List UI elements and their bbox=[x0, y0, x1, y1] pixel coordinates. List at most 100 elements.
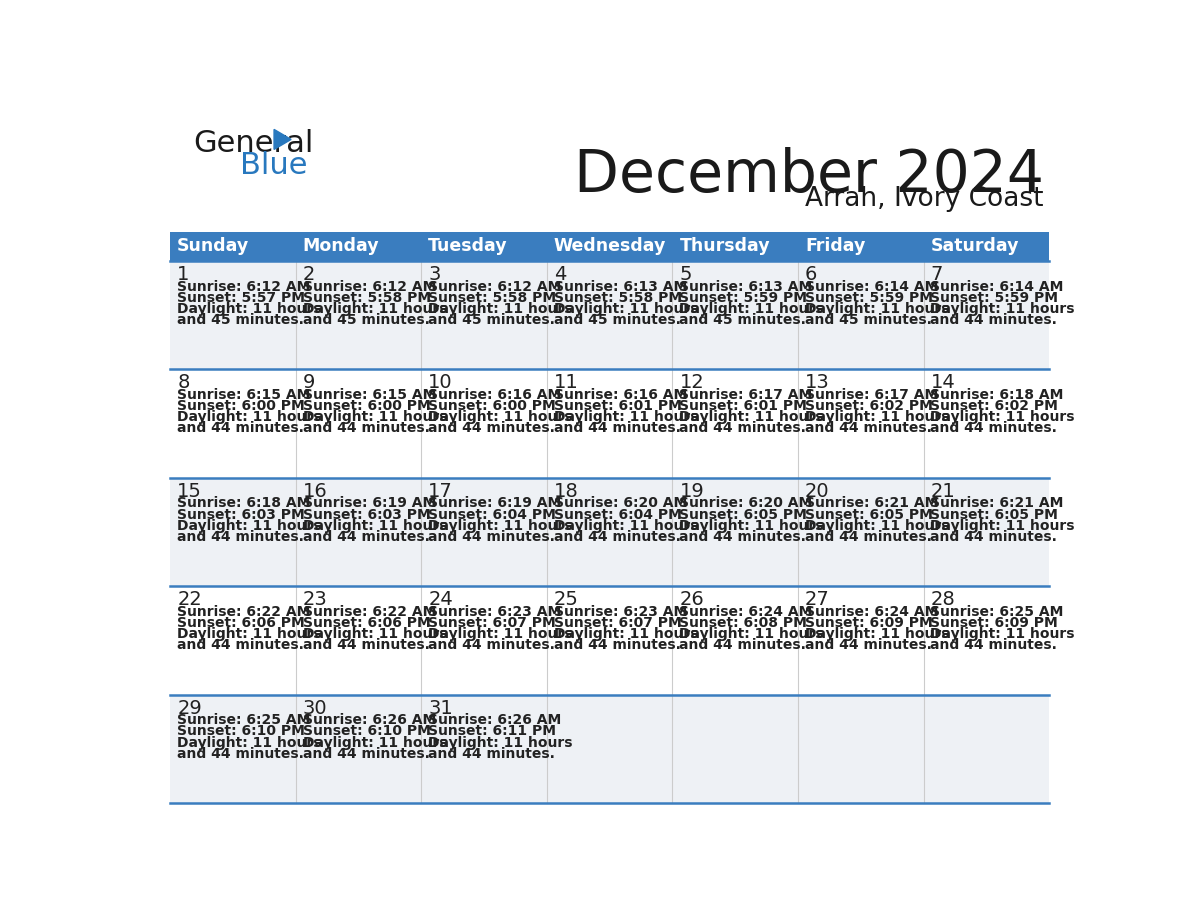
Text: Friday: Friday bbox=[805, 238, 865, 255]
Text: Sunrise: 6:13 AM: Sunrise: 6:13 AM bbox=[680, 280, 813, 294]
Text: Monday: Monday bbox=[303, 238, 379, 255]
Text: Sunset: 6:00 PM: Sunset: 6:00 PM bbox=[177, 399, 305, 413]
Text: Sunrise: 6:24 AM: Sunrise: 6:24 AM bbox=[680, 605, 813, 619]
Text: 29: 29 bbox=[177, 699, 202, 718]
Text: Daylight: 11 hours: Daylight: 11 hours bbox=[177, 735, 322, 750]
Text: Daylight: 11 hours: Daylight: 11 hours bbox=[554, 627, 699, 641]
Text: 15: 15 bbox=[177, 482, 202, 500]
Text: Sunset: 6:05 PM: Sunset: 6:05 PM bbox=[680, 508, 808, 521]
Bar bbox=[170, 695, 1049, 803]
Text: Daylight: 11 hours: Daylight: 11 hours bbox=[303, 410, 447, 424]
Text: and 44 minutes.: and 44 minutes. bbox=[554, 638, 681, 653]
Text: Sunrise: 6:18 AM: Sunrise: 6:18 AM bbox=[930, 388, 1063, 402]
Text: 14: 14 bbox=[930, 374, 955, 392]
Text: and 44 minutes.: and 44 minutes. bbox=[429, 746, 555, 761]
Text: Saturday: Saturday bbox=[930, 238, 1019, 255]
Text: and 44 minutes.: and 44 minutes. bbox=[303, 638, 430, 653]
Text: Sunrise: 6:24 AM: Sunrise: 6:24 AM bbox=[805, 605, 939, 619]
Text: Sunset: 5:58 PM: Sunset: 5:58 PM bbox=[429, 291, 556, 305]
Text: 5: 5 bbox=[680, 265, 691, 284]
Text: Sunset: 5:59 PM: Sunset: 5:59 PM bbox=[930, 291, 1059, 305]
Text: 26: 26 bbox=[680, 590, 704, 610]
Text: Sunrise: 6:16 AM: Sunrise: 6:16 AM bbox=[429, 388, 562, 402]
Text: Sunset: 6:07 PM: Sunset: 6:07 PM bbox=[429, 616, 556, 630]
Text: Daylight: 11 hours: Daylight: 11 hours bbox=[930, 302, 1075, 316]
Text: Sunrise: 6:17 AM: Sunrise: 6:17 AM bbox=[805, 388, 939, 402]
Text: Sunrise: 6:20 AM: Sunrise: 6:20 AM bbox=[680, 497, 813, 510]
Text: Sunrise: 6:16 AM: Sunrise: 6:16 AM bbox=[554, 388, 687, 402]
Text: Daylight: 11 hours: Daylight: 11 hours bbox=[429, 410, 573, 424]
Text: Daylight: 11 hours: Daylight: 11 hours bbox=[930, 519, 1075, 532]
Text: 20: 20 bbox=[805, 482, 829, 500]
Text: Sunrise: 6:19 AM: Sunrise: 6:19 AM bbox=[303, 497, 436, 510]
Text: and 44 minutes.: and 44 minutes. bbox=[429, 530, 555, 543]
Text: Sunset: 5:59 PM: Sunset: 5:59 PM bbox=[680, 291, 808, 305]
Text: Daylight: 11 hours: Daylight: 11 hours bbox=[303, 627, 447, 641]
Text: Tuesday: Tuesday bbox=[429, 238, 508, 255]
Text: 2: 2 bbox=[303, 265, 315, 284]
Bar bbox=[170, 587, 1049, 695]
Text: Sunset: 6:10 PM: Sunset: 6:10 PM bbox=[303, 724, 430, 738]
Text: Wednesday: Wednesday bbox=[554, 238, 666, 255]
Text: Sunset: 6:06 PM: Sunset: 6:06 PM bbox=[177, 616, 305, 630]
Text: and 44 minutes.: and 44 minutes. bbox=[930, 421, 1057, 435]
Text: and 45 minutes.: and 45 minutes. bbox=[554, 313, 681, 327]
Text: Daylight: 11 hours: Daylight: 11 hours bbox=[177, 410, 322, 424]
Text: Daylight: 11 hours: Daylight: 11 hours bbox=[680, 519, 823, 532]
Text: 13: 13 bbox=[805, 374, 829, 392]
Text: Sunset: 6:01 PM: Sunset: 6:01 PM bbox=[554, 399, 682, 413]
Text: and 44 minutes.: and 44 minutes. bbox=[930, 638, 1057, 653]
Text: and 45 minutes.: and 45 minutes. bbox=[177, 313, 304, 327]
Text: 3: 3 bbox=[429, 265, 441, 284]
Text: Sunrise: 6:20 AM: Sunrise: 6:20 AM bbox=[554, 497, 687, 510]
Text: Daylight: 11 hours: Daylight: 11 hours bbox=[429, 519, 573, 532]
Text: Daylight: 11 hours: Daylight: 11 hours bbox=[680, 302, 823, 316]
Text: Sunset: 6:08 PM: Sunset: 6:08 PM bbox=[680, 616, 808, 630]
Text: and 44 minutes.: and 44 minutes. bbox=[303, 421, 430, 435]
Text: Daylight: 11 hours: Daylight: 11 hours bbox=[303, 519, 447, 532]
Text: Sunset: 6:09 PM: Sunset: 6:09 PM bbox=[930, 616, 1059, 630]
Text: General: General bbox=[194, 129, 314, 159]
Text: 11: 11 bbox=[554, 374, 579, 392]
Text: Sunset: 6:00 PM: Sunset: 6:00 PM bbox=[303, 399, 430, 413]
Text: Sunrise: 6:22 AM: Sunrise: 6:22 AM bbox=[303, 605, 436, 619]
Text: and 44 minutes.: and 44 minutes. bbox=[177, 638, 304, 653]
Text: Sunset: 6:02 PM: Sunset: 6:02 PM bbox=[930, 399, 1059, 413]
Text: Sunset: 5:58 PM: Sunset: 5:58 PM bbox=[554, 291, 682, 305]
Text: 17: 17 bbox=[429, 482, 453, 500]
Text: 21: 21 bbox=[930, 482, 955, 500]
Text: Sunset: 6:04 PM: Sunset: 6:04 PM bbox=[554, 508, 682, 521]
Text: Sunrise: 6:14 AM: Sunrise: 6:14 AM bbox=[805, 280, 939, 294]
Text: Daylight: 11 hours: Daylight: 11 hours bbox=[554, 410, 699, 424]
Text: Daylight: 11 hours: Daylight: 11 hours bbox=[303, 735, 447, 750]
Text: and 44 minutes.: and 44 minutes. bbox=[930, 530, 1057, 543]
Text: Daylight: 11 hours: Daylight: 11 hours bbox=[554, 519, 699, 532]
Text: December 2024: December 2024 bbox=[574, 147, 1043, 204]
Text: 16: 16 bbox=[303, 482, 328, 500]
Text: Sunset: 5:58 PM: Sunset: 5:58 PM bbox=[303, 291, 431, 305]
Text: Daylight: 11 hours: Daylight: 11 hours bbox=[554, 302, 699, 316]
Text: Daylight: 11 hours: Daylight: 11 hours bbox=[805, 302, 949, 316]
Text: Sunrise: 6:13 AM: Sunrise: 6:13 AM bbox=[554, 280, 687, 294]
Text: Daylight: 11 hours: Daylight: 11 hours bbox=[805, 627, 949, 641]
Polygon shape bbox=[274, 129, 291, 150]
Text: Daylight: 11 hours: Daylight: 11 hours bbox=[303, 302, 447, 316]
Text: Sunset: 6:05 PM: Sunset: 6:05 PM bbox=[930, 508, 1059, 521]
Text: 23: 23 bbox=[303, 590, 328, 610]
Text: Sunset: 5:57 PM: Sunset: 5:57 PM bbox=[177, 291, 305, 305]
Text: Blue: Blue bbox=[240, 151, 308, 180]
Text: Sunset: 6:05 PM: Sunset: 6:05 PM bbox=[805, 508, 933, 521]
Text: Sunset: 6:01 PM: Sunset: 6:01 PM bbox=[680, 399, 808, 413]
Text: and 45 minutes.: and 45 minutes. bbox=[429, 313, 555, 327]
Text: Sunrise: 6:12 AM: Sunrise: 6:12 AM bbox=[177, 280, 310, 294]
Text: Sunrise: 6:15 AM: Sunrise: 6:15 AM bbox=[177, 388, 310, 402]
Text: Sunrise: 6:17 AM: Sunrise: 6:17 AM bbox=[680, 388, 813, 402]
Text: 4: 4 bbox=[554, 265, 567, 284]
Text: 28: 28 bbox=[930, 590, 955, 610]
Text: and 44 minutes.: and 44 minutes. bbox=[680, 421, 807, 435]
Text: and 44 minutes.: and 44 minutes. bbox=[429, 421, 555, 435]
Text: Sunset: 6:04 PM: Sunset: 6:04 PM bbox=[429, 508, 556, 521]
Text: 6: 6 bbox=[805, 265, 817, 284]
Text: Sunset: 5:59 PM: Sunset: 5:59 PM bbox=[805, 291, 933, 305]
Bar bbox=[170, 478, 1049, 587]
